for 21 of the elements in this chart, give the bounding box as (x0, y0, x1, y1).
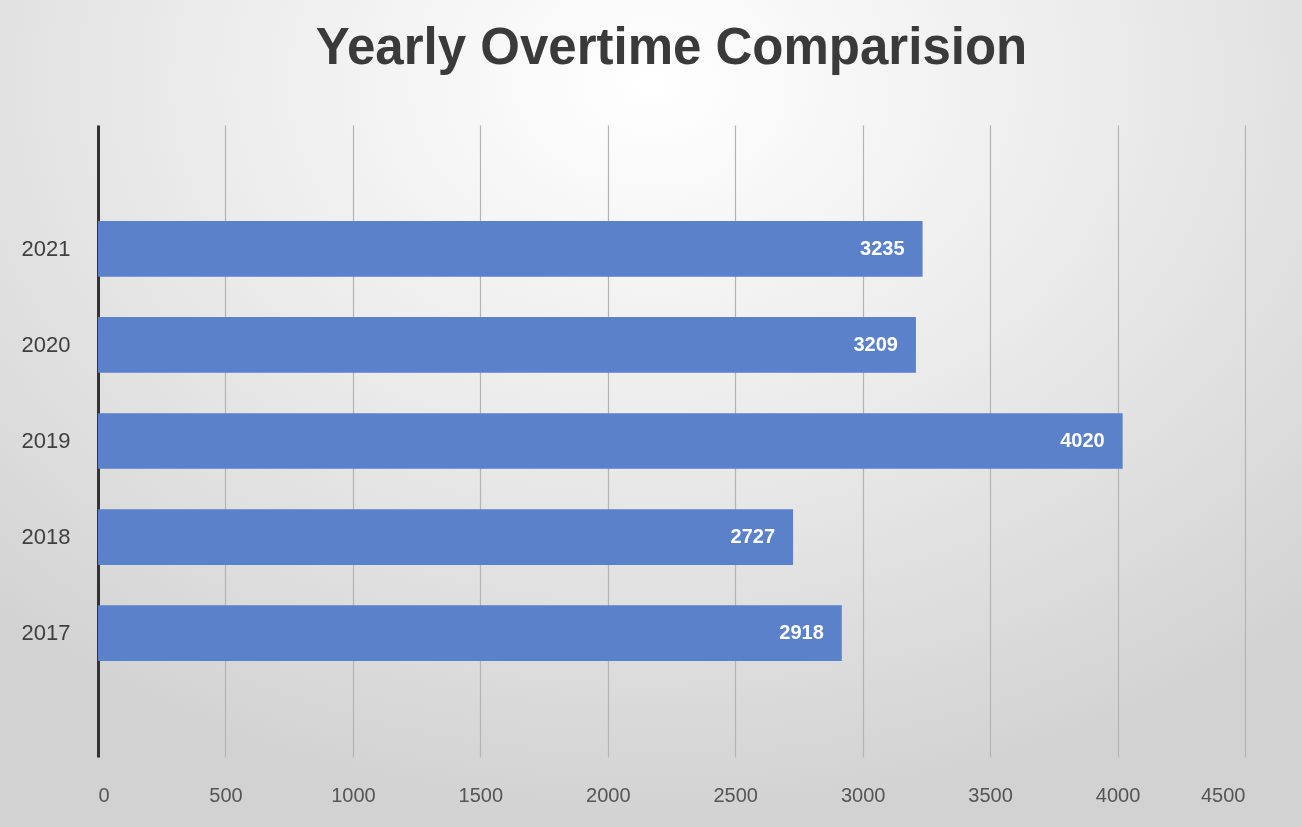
x-tick-label: 3000 (840, 783, 886, 806)
y-tick-label: 2021 (21, 235, 71, 261)
x-tick-label: 0 (98, 783, 110, 806)
x-tick-label: 4000 (1095, 783, 1141, 806)
data-label: 2918 (779, 621, 824, 644)
y-tick-label: 2020 (21, 331, 71, 357)
x-tick-label: 2000 (586, 783, 631, 806)
x-tick-label: 2500 (713, 783, 758, 806)
data-label: 2727 (730, 525, 776, 548)
y-tick-label: 2017 (21, 620, 71, 646)
data-label: 4020 (1060, 429, 1105, 451)
x-tick-label: 1000 (331, 783, 376, 806)
x-tick-label: 4500 (1201, 783, 1246, 806)
x-tick-label: 1500 (458, 783, 504, 806)
x-tick-label: 3500 (968, 783, 1013, 806)
data-label: 3209 (853, 332, 898, 355)
data-label: 3235 (860, 236, 905, 259)
y-tick-label: 2019 (21, 428, 71, 453)
chart-title: Yearly Overtime Comparision (315, 18, 1028, 75)
y-tick-label: 2018 (21, 524, 71, 550)
x-tick-label: 500 (209, 783, 243, 806)
